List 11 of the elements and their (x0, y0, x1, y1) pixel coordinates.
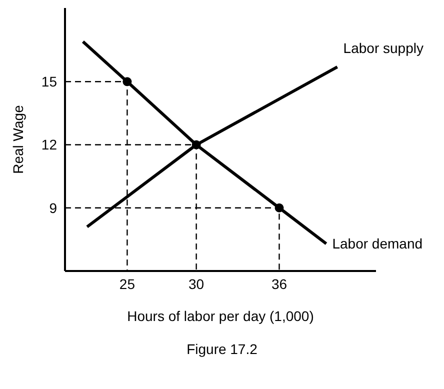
caption: Figure 17.2 (186, 341, 258, 357)
y-tick-label: 12 (41, 136, 58, 153)
x-tick-label: 30 (188, 276, 204, 292)
y-tick-label: 9 (49, 200, 58, 216)
x-tick-label: 25 (119, 276, 136, 292)
series-label: Labor demand (332, 236, 423, 252)
y-tick-label: 15 (41, 74, 58, 90)
y-axis-title: Real Wage (10, 104, 26, 174)
series-label: Labor supply (343, 40, 424, 56)
x-tick-label: 36 (271, 276, 288, 292)
x-axis-title: Hours of labor per day (1,000) (127, 308, 314, 324)
